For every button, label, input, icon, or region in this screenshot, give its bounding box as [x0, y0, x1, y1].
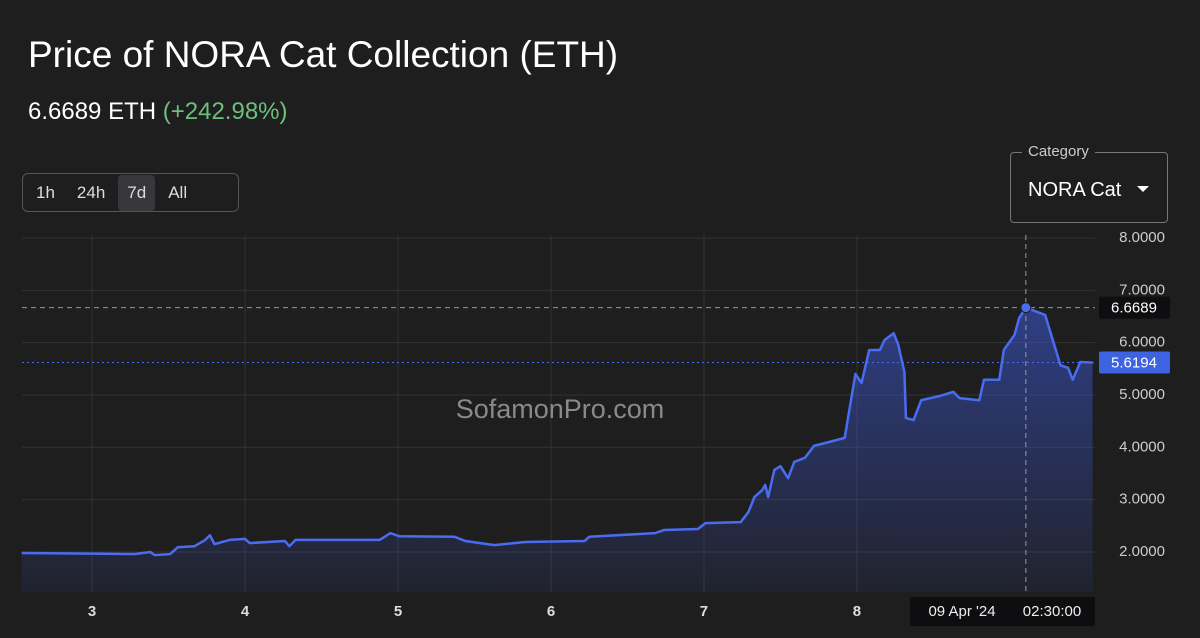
- crosshair-date-box: [910, 597, 1095, 626]
- x-tick-label: 7: [700, 603, 708, 620]
- title: Price of NORA Cat Collection (ETH): [28, 34, 619, 75]
- y-tick-label: 4.0000: [1119, 438, 1165, 455]
- crosshair-value-label: 6.6689: [1111, 300, 1157, 317]
- y-tick-label: 6.0000: [1119, 334, 1165, 351]
- price-row: 6.6689 ETH (+242.98%): [28, 98, 288, 126]
- dropdown-arrow: [1137, 186, 1149, 192]
- category-label: Category: [1022, 143, 1095, 160]
- crosshair-date-label: 09 Apr '24: [928, 603, 995, 620]
- x-tick-label: 8: [853, 603, 861, 620]
- price-line: [21, 306, 1093, 557]
- price: 6.6689 ETH: [28, 98, 157, 125]
- current-price-box: [1099, 351, 1170, 374]
- x-tick-label: 4: [241, 603, 250, 620]
- crosshair-value-box: [1099, 296, 1170, 319]
- crosshair-time-label: 02:30:00: [1023, 603, 1081, 620]
- crosshair-dot: [1020, 302, 1032, 314]
- range-button[interactable]: 24h: [76, 182, 106, 202]
- watermark: SofamonPro.com: [456, 394, 665, 424]
- y-tick-label: 2.0000: [1119, 543, 1165, 560]
- y-tick-label: 3.0000: [1119, 491, 1165, 508]
- range-button[interactable]: 7d: [118, 174, 156, 211]
- x-tick-label: 3: [88, 603, 96, 620]
- y-tick-label: 7.0000: [1119, 281, 1165, 298]
- x-tick-label: 6: [547, 603, 555, 620]
- price-change: (+242.98%): [162, 98, 288, 125]
- category-select[interactable]: Category NORA Cat: [1010, 143, 1168, 223]
- range-button[interactable]: All: [168, 182, 188, 202]
- category-value: NORA Cat: [1028, 179, 1122, 201]
- x-tick-label: 5: [394, 603, 402, 620]
- range-button[interactable]: 1h: [36, 182, 55, 202]
- current-price-label: 5.6194: [1111, 355, 1157, 372]
- range-selector: 1h 24h 7d All: [22, 173, 239, 212]
- y-tick-label: 5.0000: [1119, 386, 1165, 403]
- area-fill: [21, 307, 1093, 592]
- y-tick-label: 8.0000: [1119, 229, 1165, 246]
